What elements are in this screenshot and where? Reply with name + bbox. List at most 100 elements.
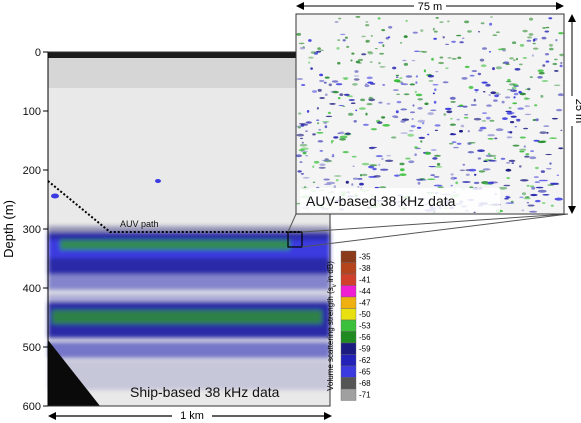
fish-echo xyxy=(522,29,528,33)
fish-echo xyxy=(393,174,400,177)
colorbar-level-label: -59 xyxy=(359,345,371,354)
fish-echo xyxy=(329,103,336,105)
fish-echo xyxy=(310,67,313,70)
fish-echo xyxy=(417,98,424,101)
fish-echo xyxy=(350,59,353,62)
fish-echo xyxy=(450,118,453,120)
fish-echo xyxy=(432,157,438,160)
fish-echo xyxy=(351,52,355,55)
fish-echo xyxy=(471,70,478,72)
fish-echo xyxy=(546,131,549,134)
fish-echo xyxy=(416,178,425,181)
fish-echo xyxy=(482,112,487,114)
fish-echo xyxy=(501,100,505,104)
fish-echo xyxy=(464,65,470,69)
fish-echo xyxy=(527,87,531,91)
fish-echo xyxy=(445,67,449,69)
colorbar-swatch xyxy=(340,273,357,286)
fish-echo xyxy=(504,96,511,99)
fish-echo xyxy=(500,48,506,51)
fish-echo xyxy=(339,131,345,135)
fish-echo xyxy=(407,133,415,137)
fish-echo xyxy=(428,166,437,168)
fish-echo xyxy=(532,47,539,50)
fish-echo xyxy=(379,186,387,189)
fish-echo xyxy=(506,136,513,139)
fish-echo xyxy=(542,194,550,196)
fish-echo xyxy=(490,16,493,18)
fish-echo xyxy=(381,157,384,160)
fish-echo xyxy=(352,177,359,180)
fish-echo xyxy=(524,113,532,116)
fish-echo xyxy=(506,177,511,179)
fish-echo xyxy=(511,162,515,165)
fish-echo xyxy=(365,112,368,116)
fish-echo xyxy=(513,92,519,96)
colorbar-swatch xyxy=(340,331,357,344)
horizontal-scale-bar: 1 km xyxy=(48,408,332,422)
fish-echo xyxy=(417,181,421,185)
fish-echo xyxy=(386,102,391,105)
fish-echo xyxy=(469,186,474,189)
fish-echo xyxy=(519,92,526,96)
fish-echo xyxy=(357,186,360,188)
fish-echo xyxy=(343,93,350,96)
fish-echo xyxy=(316,119,320,121)
fish-echo xyxy=(450,133,454,135)
ship-caption: Ship-based 38 kHz data xyxy=(130,384,280,400)
fish-echo xyxy=(521,209,525,211)
fish-echo xyxy=(417,107,423,110)
fish-echo xyxy=(369,164,378,167)
fish-echo xyxy=(477,149,485,152)
fish-echo xyxy=(435,17,439,19)
fish-echo xyxy=(488,152,491,156)
fish-echo xyxy=(488,50,492,53)
fish-echo xyxy=(502,117,508,120)
fish-echo xyxy=(317,122,320,125)
fish-echo xyxy=(526,201,530,204)
fish-echo xyxy=(480,22,485,25)
fish-echo xyxy=(408,129,414,132)
fish-echo xyxy=(507,89,512,91)
fish-echo xyxy=(332,90,339,94)
fish-echo xyxy=(467,30,472,33)
fish-echo xyxy=(509,57,514,60)
fish-echo xyxy=(535,186,544,189)
fish-echo xyxy=(529,17,533,21)
fish-echo xyxy=(312,90,317,93)
fish-echo xyxy=(308,56,314,59)
fish-echo xyxy=(468,142,476,144)
fish-echo xyxy=(411,59,416,62)
colorbar: -35-38-41-44-47-50-53-56-59-62-65-68-71 … xyxy=(326,250,371,401)
fish-echo xyxy=(451,141,457,144)
fish-echo xyxy=(377,17,381,20)
fish-echo xyxy=(298,123,307,125)
fish-echo xyxy=(364,84,370,88)
fish-echo xyxy=(359,182,364,186)
colorbar-title: Volume scattering strength (sv in dB) xyxy=(326,261,338,391)
fish-echo xyxy=(505,202,515,204)
fish-echo xyxy=(482,47,487,50)
fish-echo xyxy=(534,199,541,203)
fish-echo xyxy=(335,179,339,182)
fish-echo xyxy=(430,109,437,112)
fish-echo xyxy=(487,134,495,137)
fish-echo xyxy=(353,75,360,77)
fish-echo xyxy=(461,77,468,80)
fish-echo xyxy=(532,42,536,45)
fish-echo xyxy=(559,64,563,68)
fish-echo xyxy=(399,77,403,79)
fish-echo xyxy=(560,129,563,131)
fish-echo xyxy=(411,117,414,121)
fish-echo xyxy=(502,50,507,52)
fish-echo xyxy=(395,110,399,114)
fish-echo xyxy=(342,39,346,42)
fish-echo xyxy=(504,197,509,200)
colorbar-swatch xyxy=(340,296,357,309)
fish-echo xyxy=(481,81,488,84)
fish-echo xyxy=(455,181,459,185)
fish-echo xyxy=(299,137,304,140)
colorbar-swatch xyxy=(340,342,357,355)
fish-echo xyxy=(379,52,384,55)
fish-echo xyxy=(400,168,405,172)
